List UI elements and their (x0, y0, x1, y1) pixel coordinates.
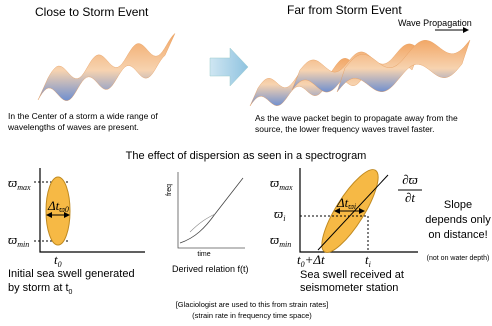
panel-initial: ϖmax ϖmin Δtϖ0 t0 Initial sea swell gene… (8, 168, 145, 296)
omega-max: ϖmax (8, 175, 31, 192)
subscript: min (17, 240, 29, 249)
subscript: 0 (69, 289, 73, 296)
right-caption: As the wave packet begin to propagate aw… (255, 113, 458, 123)
slope-denominator: ∂t (405, 190, 415, 205)
subscript: max (279, 183, 293, 192)
omega-i: ϖi (274, 206, 285, 223)
caption: Initial sea swell generated (8, 268, 135, 280)
slope-note: Slope (444, 199, 472, 211)
wave-sheet (38, 33, 175, 100)
slope-numerator: ∂ϖ (402, 172, 418, 187)
delta-t: Δt (336, 195, 349, 210)
plus-dt: +Δt (305, 252, 325, 267)
wave-illustrations (38, 33, 470, 106)
omega-max: ϖmax (270, 175, 293, 192)
propagation-arrow (210, 48, 248, 86)
right-title: Far from Storm Event (287, 3, 402, 17)
caption: seismometer station (300, 282, 398, 294)
subscript: max (17, 183, 31, 192)
footer: (strain rate in frequency time space) (192, 311, 312, 320)
ti-label: ti (365, 252, 371, 269)
subscript: ϖ0 (59, 205, 69, 214)
t0-label: t0 (54, 252, 62, 269)
subscript: i (369, 260, 371, 269)
subscript: ϖi (348, 202, 356, 211)
curve (180, 178, 243, 243)
caption-text: by storm at t (8, 282, 69, 294)
delta-t: Δt (47, 198, 60, 213)
t0-label: t0+Δt (297, 252, 325, 269)
left-caption: In the Center of a storm a wide range of (8, 111, 158, 121)
omega-min: ϖmin (8, 232, 29, 249)
slope-note: on distance! (428, 229, 487, 241)
omega-min: ϖmin (270, 232, 291, 249)
caption: Derived relation f(t) (172, 264, 249, 274)
subscript: i (283, 214, 285, 223)
section-title: The effect of dispersion as seen in a sp… (126, 150, 367, 162)
left-title: Close to Storm Event (35, 5, 149, 19)
panel-derived: freq time Derived relation f(t) (166, 172, 249, 274)
slope-subnote: (not on water depth) (427, 255, 490, 262)
footer: [Glaciologist are used to this from stra… (176, 300, 329, 309)
left-caption: wavelengths of waves are present. (7, 122, 139, 132)
wave-label: Wave Propagation (398, 18, 472, 28)
page: Close to Storm Event Far from Storm Even… (0, 0, 492, 326)
x-label: time (197, 251, 210, 258)
subscript: min (279, 240, 291, 249)
caption: Sea swell received at (300, 269, 404, 281)
caption: by storm at t0 (8, 282, 73, 296)
right-caption: source, the lower frequency waves travel… (255, 124, 435, 134)
slope-note: depends only (425, 214, 491, 226)
axes (178, 172, 245, 248)
y-label: freq (166, 184, 173, 196)
panel-received: ϖmax ϖi ϖmin Δtϖi t0+Δt ti ∂ϖ ∂t Sea swe… (270, 163, 422, 294)
